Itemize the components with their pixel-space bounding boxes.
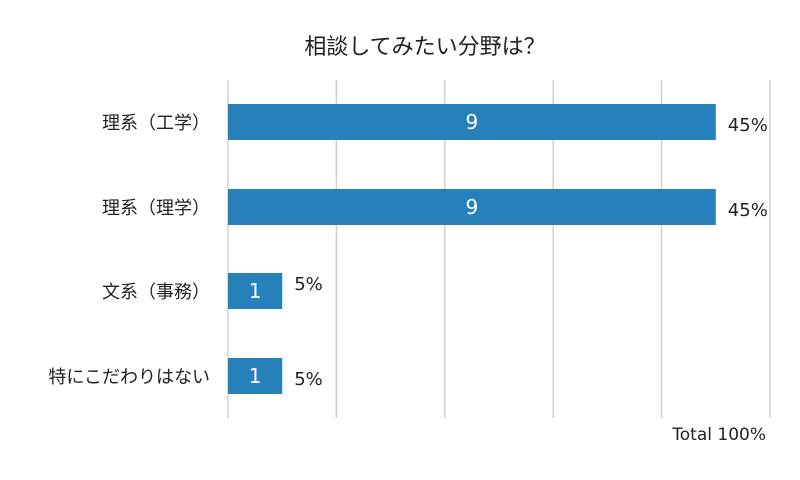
percent-label: 45% bbox=[728, 115, 768, 136]
category-labels: 理系（工学） 理系（理学） 文系（事務） 特にこだわりはない bbox=[48, 113, 210, 388]
bar bbox=[228, 189, 716, 225]
bars: 9 45% 9 45% 1 5% 1 5% bbox=[228, 104, 768, 394]
bar-value-label: 9 bbox=[466, 195, 479, 219]
bar-value-label: 1 bbox=[249, 364, 262, 388]
category-label: 文系（事務） bbox=[102, 282, 210, 303]
category-label: 理系（工学） bbox=[102, 113, 210, 134]
category-label: 理系（理学） bbox=[102, 198, 210, 219]
bar bbox=[228, 358, 283, 394]
chart-title: 相談してみたい分野は？ bbox=[304, 35, 545, 60]
bar bbox=[228, 104, 716, 140]
percent-label: 5% bbox=[294, 274, 323, 295]
total-label: Total 100% bbox=[671, 425, 766, 445]
bar-value-label: 9 bbox=[466, 110, 479, 134]
category-label: 特にこだわりはない bbox=[48, 367, 210, 388]
bar-value-label: 1 bbox=[249, 279, 262, 303]
percent-label: 45% bbox=[728, 200, 768, 221]
bar bbox=[228, 273, 283, 309]
percent-label: 5% bbox=[294, 369, 323, 390]
